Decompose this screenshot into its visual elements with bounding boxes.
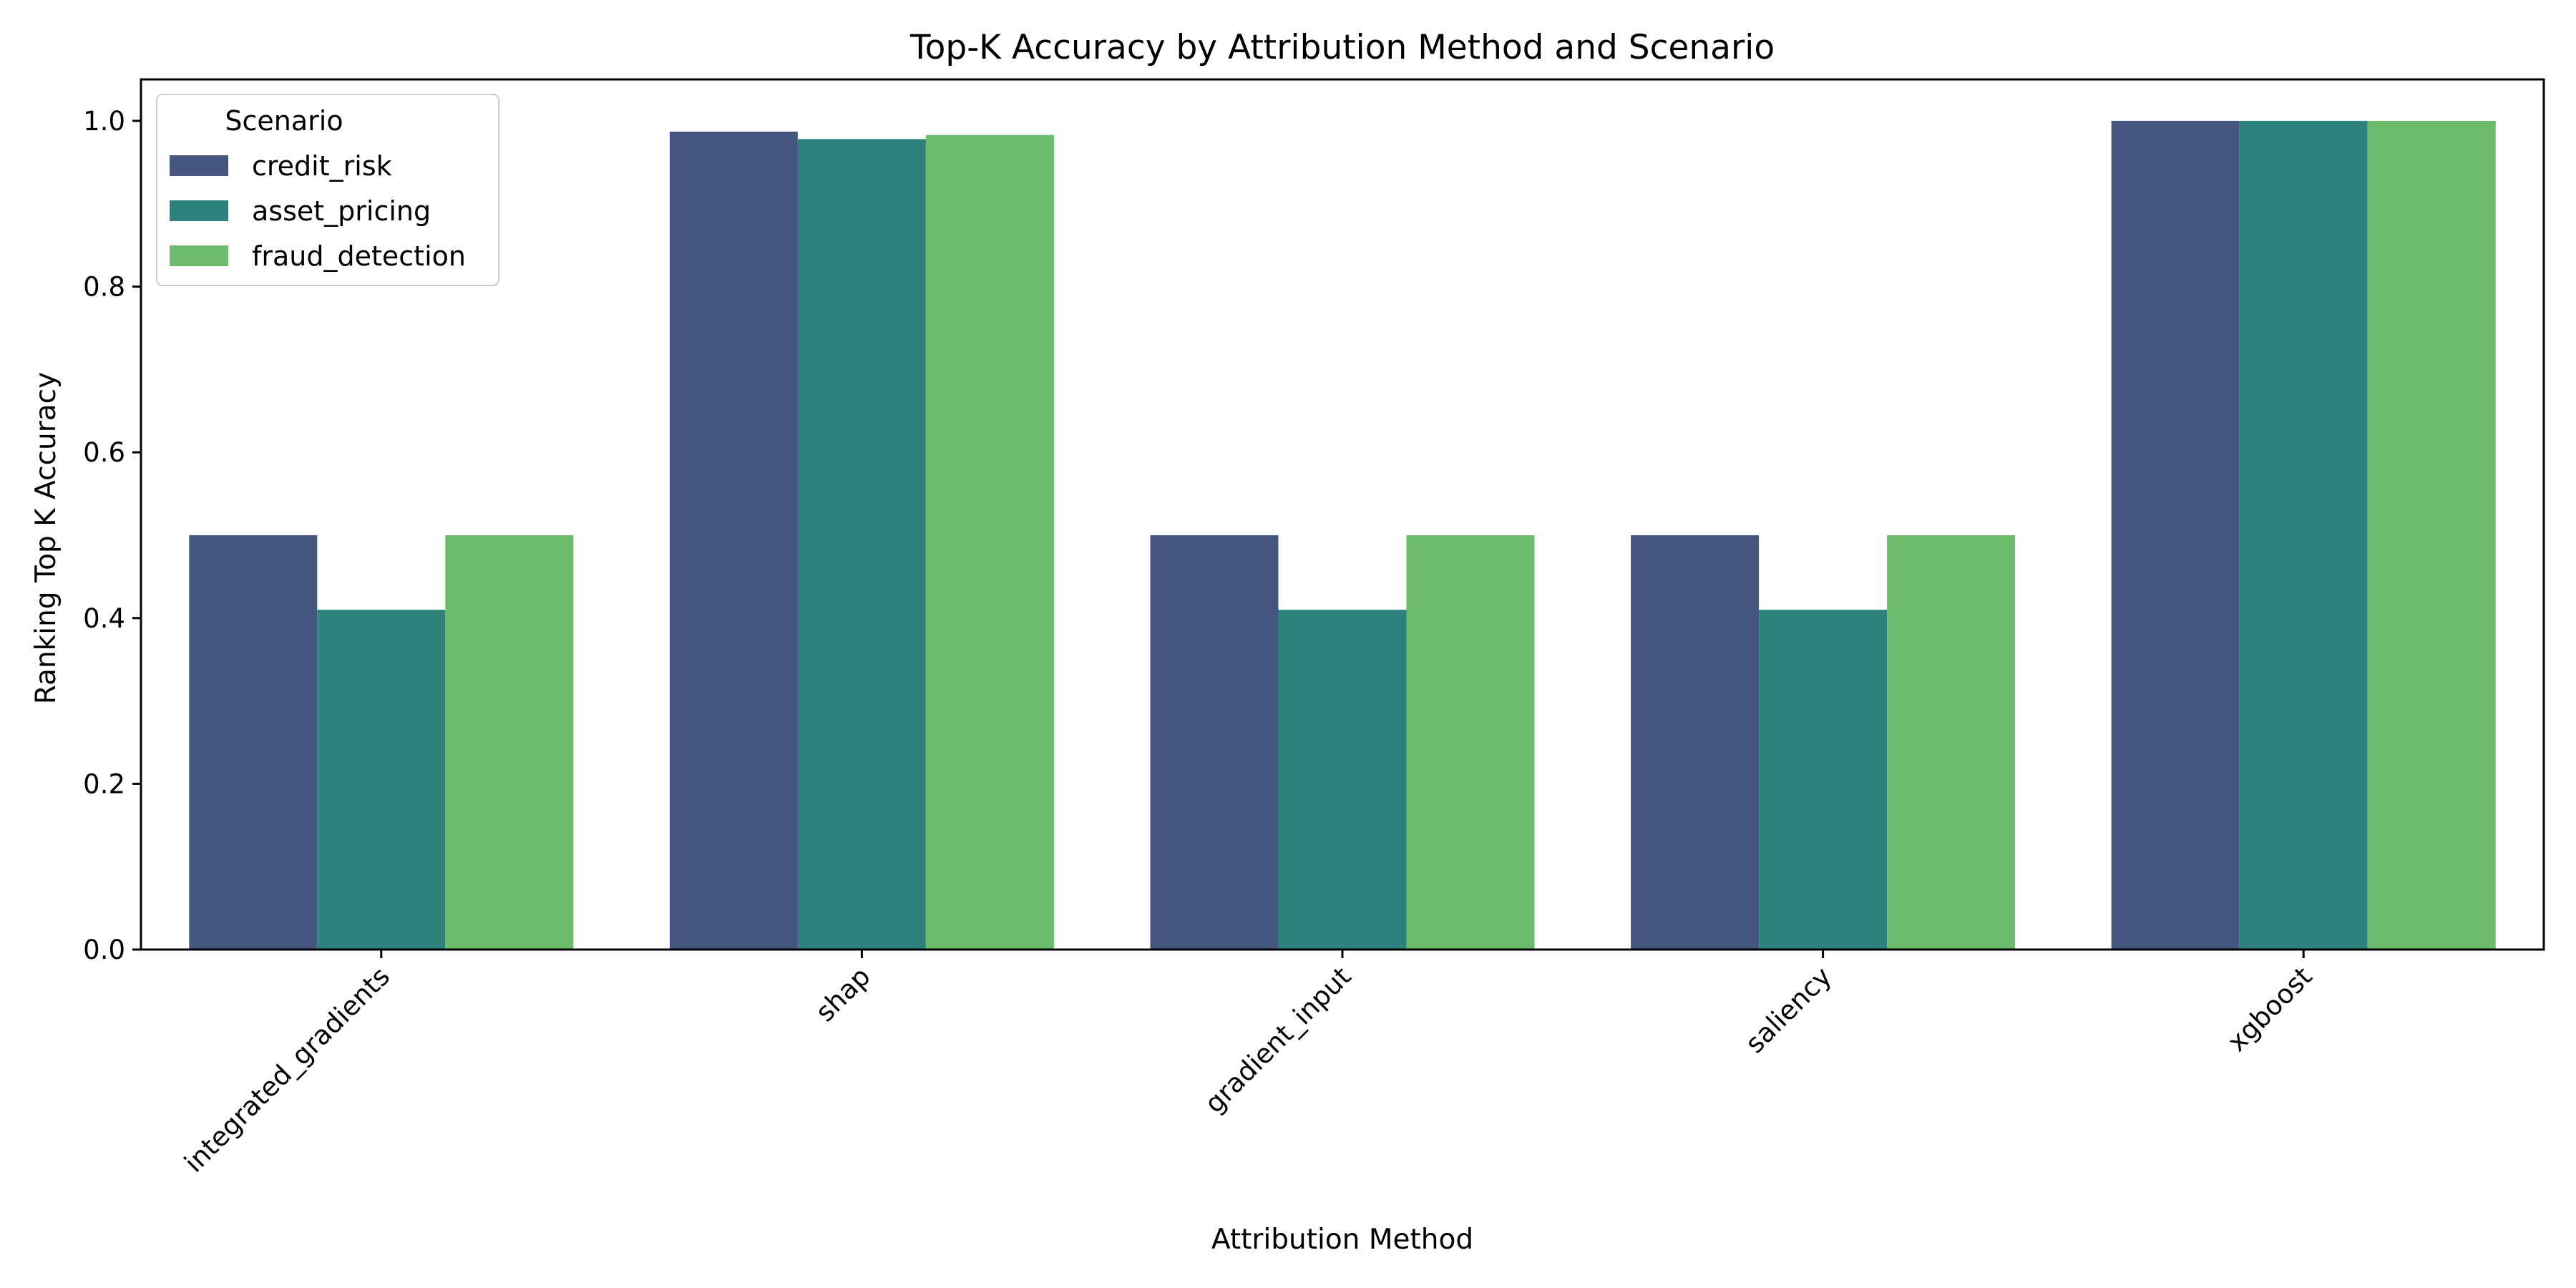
legend-swatch-credit_risk: [170, 155, 228, 176]
bar-asset_pricing-integrated_gradients: [317, 610, 446, 950]
bar-fraud_detection-xgboost: [2367, 120, 2496, 950]
legend-label-fraud_detection: fraud_detection: [252, 240, 466, 272]
y-tick-label: 0.0: [83, 935, 125, 965]
legend: Scenario credit_risk asset_pricing fraud_de…: [156, 94, 499, 286]
bar-fraud_detection-gradient_input: [1406, 535, 1535, 950]
bar-asset_pricing-shap: [797, 139, 926, 950]
legend-swatch-asset_pricing: [170, 200, 228, 221]
y-tick-label: 0.2: [83, 769, 125, 799]
bar-credit_risk-xgboost: [2111, 120, 2240, 950]
legend-swatch-fraud_detection: [170, 245, 228, 266]
bar-credit_risk-gradient_input: [1150, 535, 1279, 950]
bar-asset_pricing-saliency: [1759, 610, 1888, 950]
bar-asset_pricing-gradient_input: [1278, 610, 1407, 950]
legend-label-credit_risk: credit_risk: [252, 150, 392, 182]
legend-label-asset_pricing: asset_pricing: [252, 195, 431, 227]
bar-fraud_detection-integrated_gradients: [445, 535, 574, 950]
bar-credit_risk-shap: [669, 131, 798, 950]
bar-fraud_detection-shap: [925, 135, 1054, 950]
bar-credit_risk-integrated_gradients: [189, 535, 318, 950]
chart-title: Top-K Accuracy by Attribution Method and…: [909, 28, 1775, 67]
bars-layer: [189, 120, 2496, 950]
y-tick-label: 0.4: [83, 603, 125, 634]
y-axis-label: Ranking Top K Accuracy: [30, 372, 62, 704]
y-tick-label: 0.8: [83, 272, 125, 303]
y-tick-label: 1.0: [83, 106, 125, 137]
bar-fraud_detection-saliency: [1887, 535, 2016, 950]
legend-title: Scenario: [225, 105, 343, 137]
legend-box: [156, 94, 499, 286]
bar-asset_pricing-xgboost: [2239, 120, 2368, 950]
y-tick-label: 0.6: [83, 437, 125, 468]
x-axis-label: Attribution Method: [1211, 1224, 1473, 1256]
bar-credit_risk-saliency: [1631, 535, 1760, 950]
